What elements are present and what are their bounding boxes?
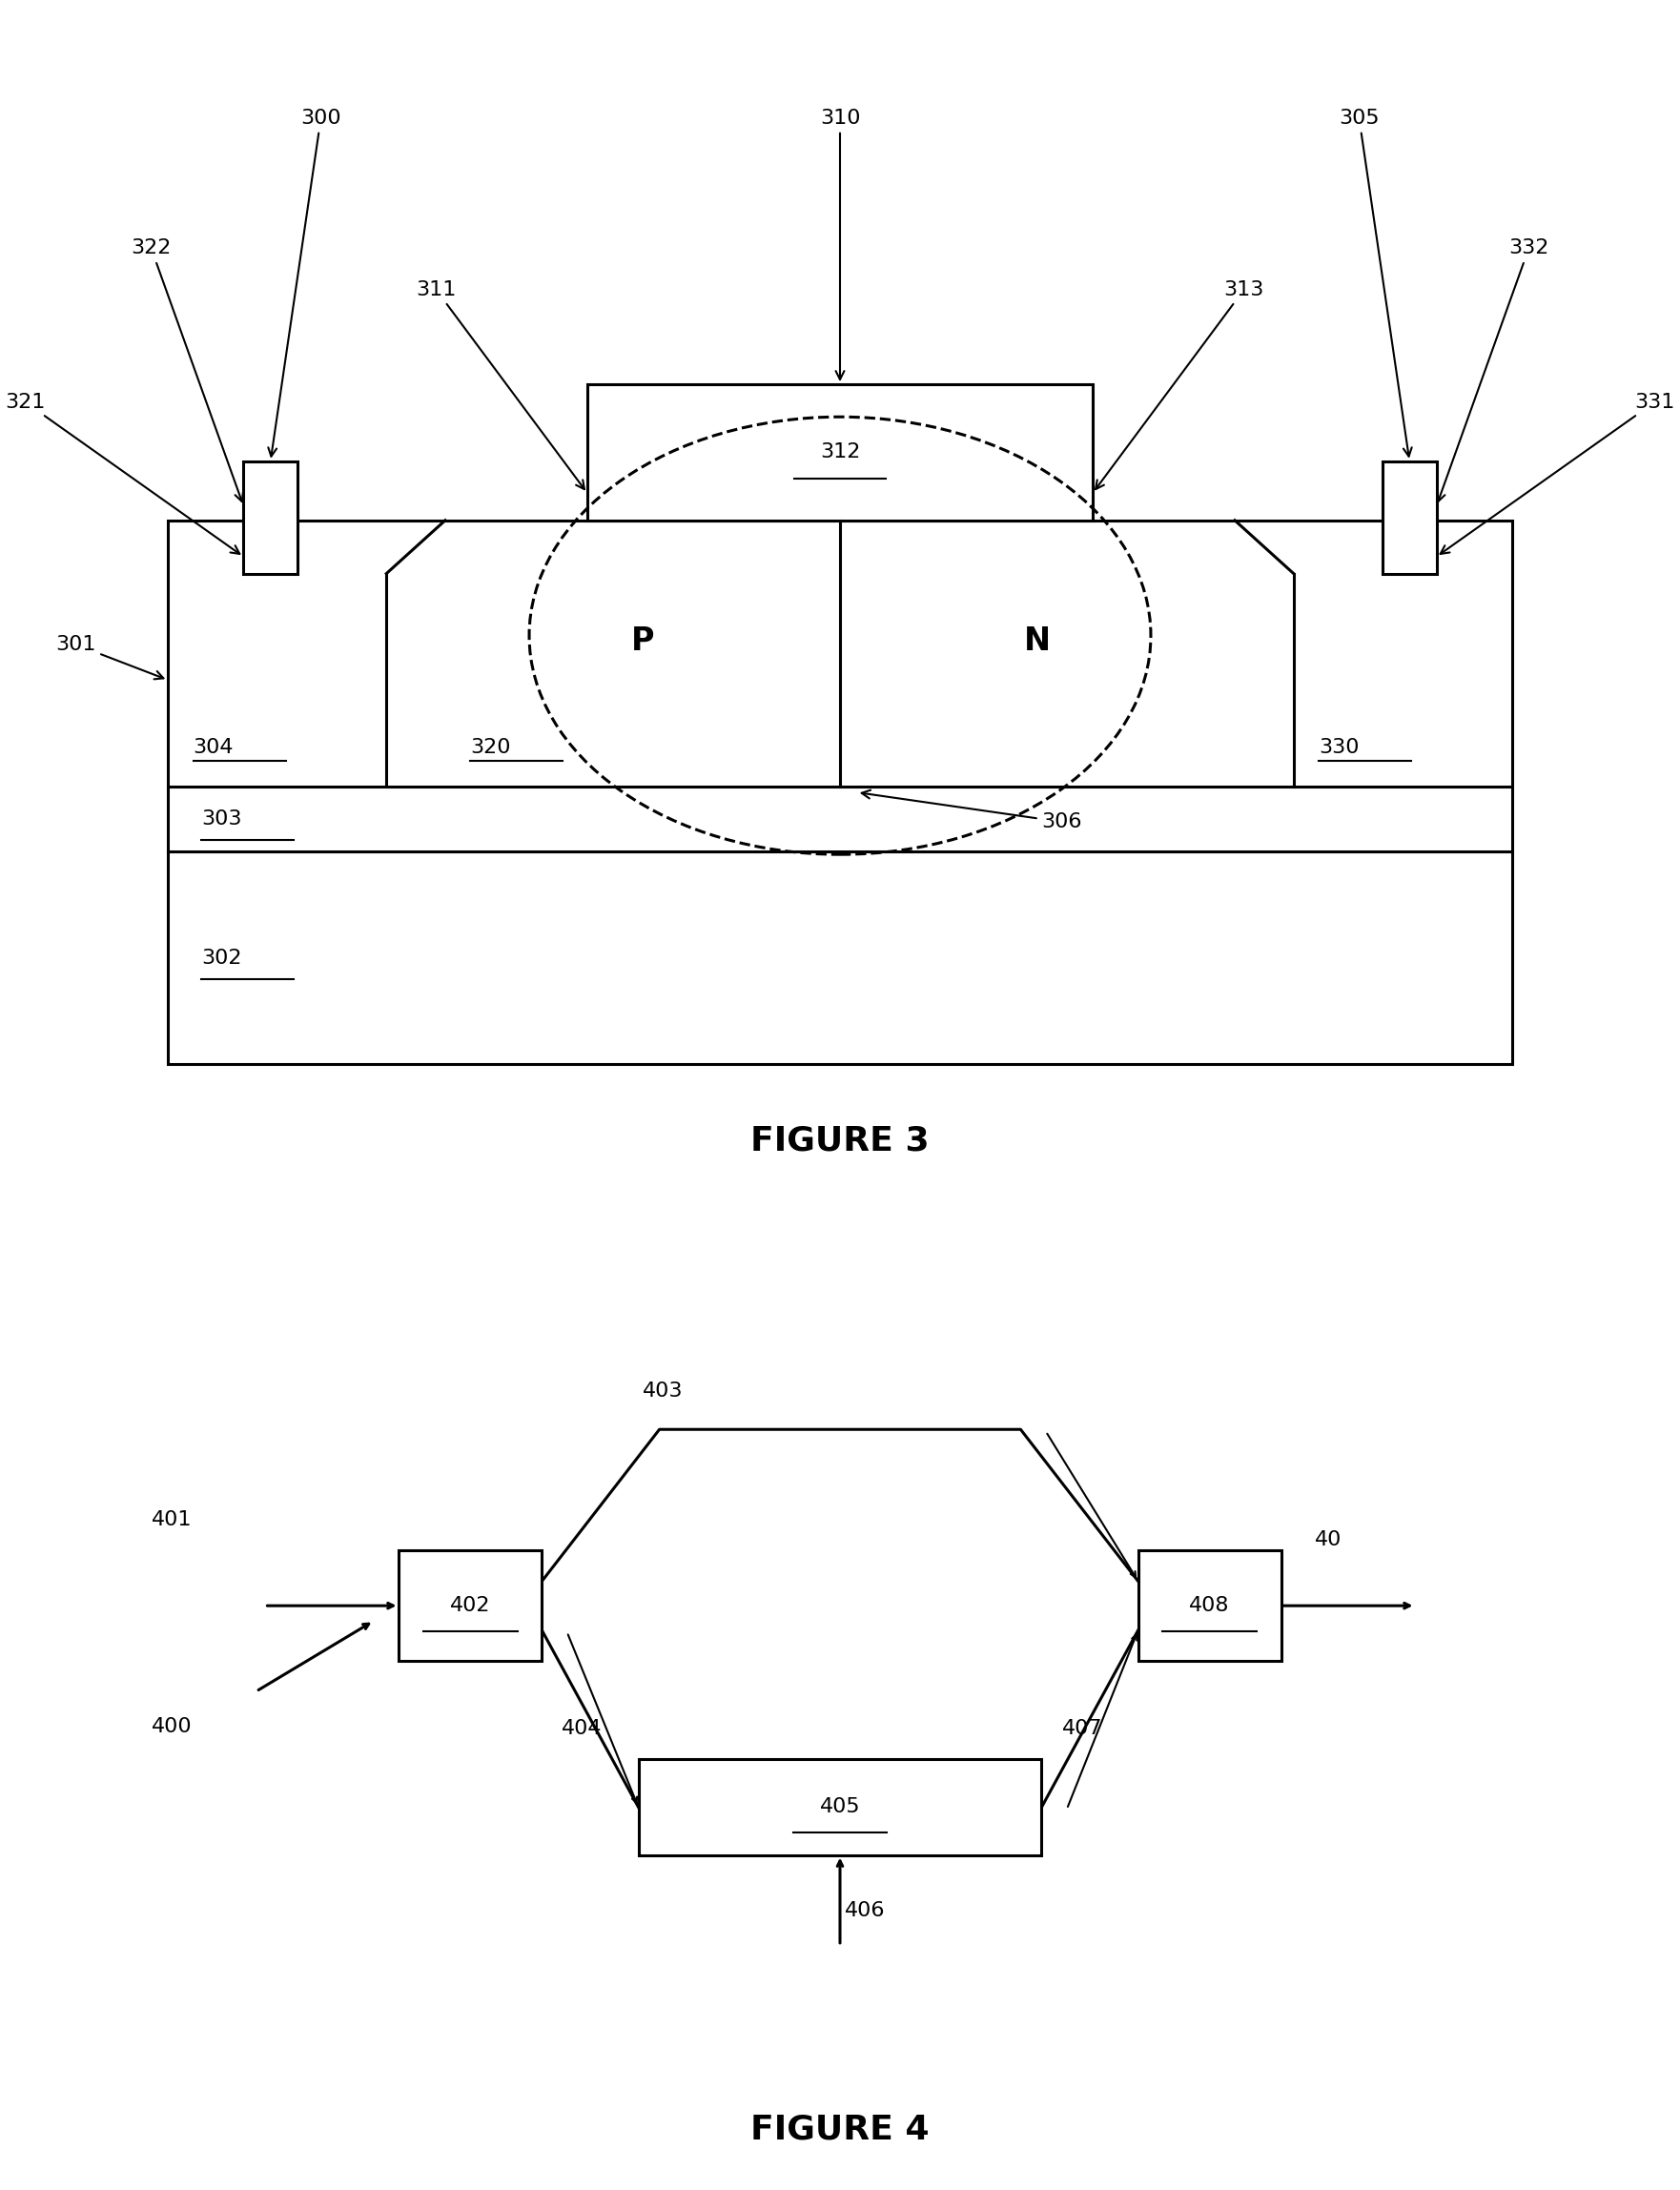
Bar xyxy=(244,462,297,574)
Text: 330: 330 xyxy=(1319,738,1359,758)
Bar xyxy=(168,786,1512,852)
Text: 401: 401 xyxy=(151,1511,193,1529)
Text: 312: 312 xyxy=(820,442,860,462)
Text: 400: 400 xyxy=(151,1717,193,1737)
Text: 306: 306 xyxy=(862,791,1082,832)
Text: N: N xyxy=(1025,626,1050,657)
Text: 408: 408 xyxy=(1189,1597,1230,1616)
Text: 332: 332 xyxy=(1436,239,1549,502)
Text: 304: 304 xyxy=(193,738,234,758)
Text: 403: 403 xyxy=(642,1382,684,1402)
Text: 300: 300 xyxy=(269,110,341,456)
Text: 320: 320 xyxy=(470,738,511,758)
Text: FIGURE 3: FIGURE 3 xyxy=(751,1126,929,1159)
Text: 305: 305 xyxy=(1339,110,1411,456)
Text: 407: 407 xyxy=(1062,1719,1102,1739)
Bar xyxy=(638,1759,1042,1855)
Text: 402: 402 xyxy=(450,1597,491,1616)
Text: 405: 405 xyxy=(820,1798,860,1818)
Bar xyxy=(588,383,1092,521)
Text: 40: 40 xyxy=(1315,1531,1342,1551)
Text: 311: 311 xyxy=(417,280,585,488)
Text: 310: 310 xyxy=(820,110,860,379)
Text: 406: 406 xyxy=(845,1901,885,1921)
Text: 302: 302 xyxy=(202,948,242,968)
Bar xyxy=(1383,462,1436,574)
Text: 331: 331 xyxy=(1440,392,1675,554)
Bar xyxy=(400,1551,543,1660)
Text: 303: 303 xyxy=(202,810,242,828)
Bar xyxy=(1139,1551,1282,1660)
Text: 322: 322 xyxy=(131,239,244,502)
Bar xyxy=(168,852,1512,1064)
Text: P: P xyxy=(632,626,654,657)
Text: 301: 301 xyxy=(55,635,163,679)
Text: 313: 313 xyxy=(1095,280,1263,488)
Text: 404: 404 xyxy=(561,1719,603,1739)
Bar xyxy=(168,521,1512,786)
Text: 321: 321 xyxy=(5,392,240,554)
Text: FIGURE 4: FIGURE 4 xyxy=(751,2113,929,2146)
